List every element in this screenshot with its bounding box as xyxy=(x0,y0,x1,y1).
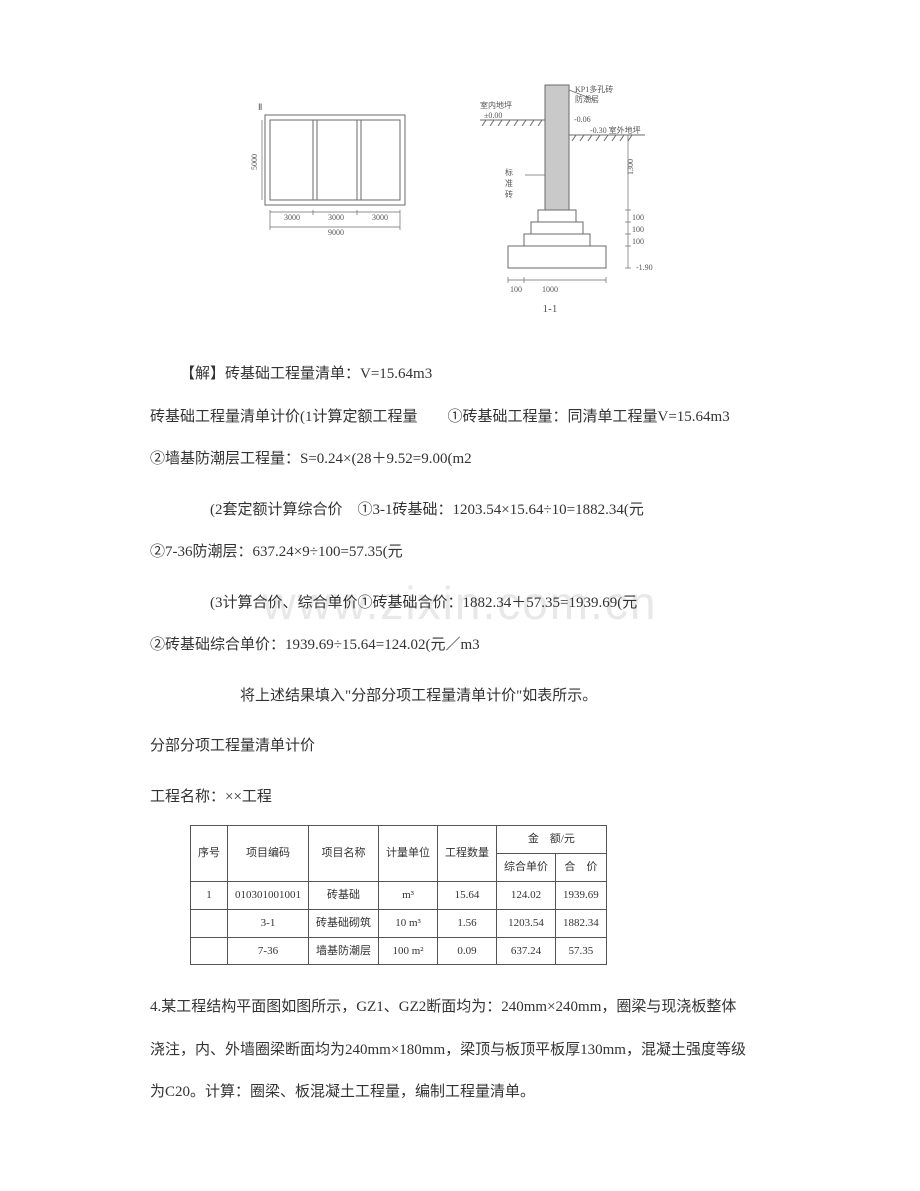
plan-dim-2: 3000 xyxy=(328,213,344,222)
table-row: 3-1 砖基础砌筑 10 m³ 1.56 1203.54 1882.34 xyxy=(191,909,607,937)
table-row: 1 010301001001 砖基础 m³ 15.64 124.02 1939.… xyxy=(191,881,607,909)
plan-dim-h: 5000 xyxy=(250,154,259,170)
cell-code: 010301001001 xyxy=(228,881,309,909)
cell-seq: 1 xyxy=(191,881,228,909)
th-money: 金 额/元 xyxy=(497,826,607,854)
plan-dim-3: 3000 xyxy=(372,213,388,222)
section-dim-s2: 100 xyxy=(632,225,644,234)
diagram-area: Ⅱ 3000 3000 3000 9000 5000 xyxy=(150,80,770,330)
section-offset: 100 xyxy=(510,285,522,294)
page-content: Ⅱ 3000 3000 3000 9000 5000 xyxy=(150,80,770,1107)
th-name: 项目名称 xyxy=(309,826,379,882)
cell-qty: 15.64 xyxy=(438,881,497,909)
cell-name: 墙基防潮层 xyxy=(309,937,379,965)
section-indoor-2: ±0.00 xyxy=(484,111,502,120)
cell-unit: 10 m³ xyxy=(379,909,438,937)
para-5: ②7-36防潮层：637.24×9÷100=57.35(元 xyxy=(150,538,770,567)
section-bottom-level: -1.90 xyxy=(636,263,653,272)
cell-qty: 1.56 xyxy=(438,909,497,937)
q4-line-1: 4.某工程结构平面图如图所示，GZ1、GZ2断面均为：240mm×240mm，圈… xyxy=(150,993,770,1022)
section-material-3: 砖 xyxy=(505,189,513,199)
th-qty: 工程数量 xyxy=(438,826,497,882)
section-dim-s1: 100 xyxy=(632,213,644,222)
section-label: 1-1 xyxy=(543,303,558,315)
plan-dim-1: 3000 xyxy=(284,213,300,222)
section-diagram: KP1多孔砖 防潮层 室内地坪 ±0.00 -0.06 -0.30 室外地坪 标… xyxy=(450,80,670,330)
cell-uprice: 637.24 xyxy=(497,937,556,965)
section-material-1: 标 xyxy=(505,167,513,177)
q4-line-3: 为C20。计算：圈梁、板混凝土工程量，编制工程量清单。 xyxy=(150,1078,770,1107)
para-9: 分部分项工程量清单计价 xyxy=(150,732,770,761)
cell-code: 7-36 xyxy=(228,937,309,965)
th-uprice: 综合单价 xyxy=(497,853,556,881)
th-total: 合 价 xyxy=(556,853,607,881)
para-6: (3计算合价、综合单价①砖基础合价：1882.34＋57.35=1939.69(… xyxy=(150,589,770,618)
th-seq: 序号 xyxy=(191,826,228,882)
cell-name: 砖基础 xyxy=(309,881,379,909)
section-indoor-1: 室内地坪 xyxy=(480,100,512,110)
cell-qty: 0.09 xyxy=(438,937,497,965)
section-outdoor: -0.30 室外地坪 xyxy=(590,125,641,135)
plan-roman: Ⅱ xyxy=(258,102,262,112)
th-code: 项目编码 xyxy=(228,826,309,882)
para-4: (2套定额计算综合价 ①3-1砖基础：1203.54×15.64÷10=1882… xyxy=(150,496,770,525)
cell-total: 1882.34 xyxy=(556,909,607,937)
bill-table: 序号 项目编码 项目名称 计量单位 工程数量 金 额/元 综合单价 合 价 1 … xyxy=(190,825,607,965)
para-1: 【解】砖基础工程量清单：V=15.64m3 xyxy=(150,360,770,389)
section-material-2: 准 xyxy=(505,178,513,188)
cell-seq xyxy=(191,909,228,937)
para-8: 将上述结果填入"分部分项工程量清单计价"如表所示。 xyxy=(150,682,770,711)
cell-total: 57.35 xyxy=(556,937,607,965)
cell-uprice: 124.02 xyxy=(497,881,556,909)
cell-uprice: 1203.54 xyxy=(497,909,556,937)
table-row: 7-36 墙基防潮层 100 m² 0.09 637.24 57.35 xyxy=(191,937,607,965)
cell-unit: m³ xyxy=(379,881,438,909)
cell-name: 砖基础砌筑 xyxy=(309,909,379,937)
section-footing-w: 1000 xyxy=(542,285,558,294)
cell-unit: 100 m² xyxy=(379,937,438,965)
section-dim-top: 1300 xyxy=(626,159,635,175)
para-7: ②砖基础综合单价：1939.69÷15.64=124.02(元／m3 xyxy=(150,631,770,660)
cell-code: 3-1 xyxy=(228,909,309,937)
plan-dim-total: 9000 xyxy=(328,228,344,237)
th-unit: 计量单位 xyxy=(379,826,438,882)
cell-total: 1939.69 xyxy=(556,881,607,909)
section-top-note-2: 防潮层 xyxy=(575,94,599,104)
para-3: ②墙基防潮层工程量：S=0.24×(28＋9.52=9.00(m2 xyxy=(150,445,770,474)
section-top-note-1: KP1多孔砖 xyxy=(575,84,613,94)
para-10: 工程名称：××工程 xyxy=(150,783,770,812)
table-header-row-1: 序号 项目编码 项目名称 计量单位 工程数量 金 额/元 xyxy=(191,826,607,854)
plan-diagram: Ⅱ 3000 3000 3000 9000 5000 xyxy=(250,80,420,280)
para-2: 砖基础工程量清单计价(1计算定额工程量 ①砖基础工程量：同清单工程量V=15.6… xyxy=(150,403,770,432)
cell-seq xyxy=(191,937,228,965)
q4-line-2: 浇注，内、外墙圈梁断面均为240mm×180mm，梁顶与板顶平板厚130mm，混… xyxy=(150,1036,770,1065)
section-dim-s3: 100 xyxy=(632,237,644,246)
section-neg006: -0.06 xyxy=(574,115,591,124)
